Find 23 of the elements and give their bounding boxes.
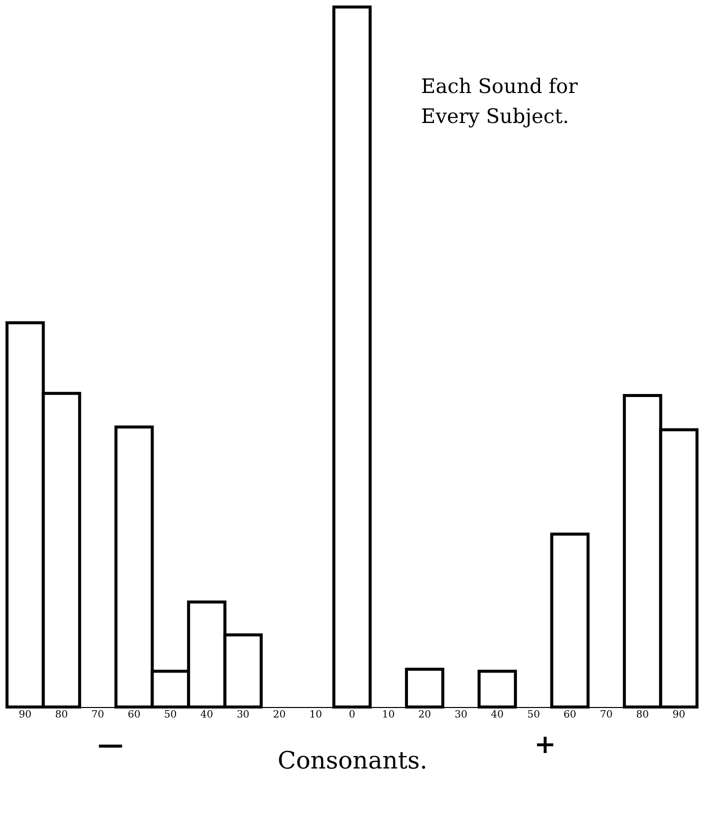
x-tick-label: 30 — [454, 710, 468, 720]
text: Each Sound for Every Subject. — [421, 74, 578, 128]
x-tick-label: 50 — [527, 710, 540, 720]
x-tick-label: 50 — [164, 710, 177, 720]
x-tick-label: 10 — [309, 710, 322, 720]
x-tick-label: 10 — [382, 710, 395, 720]
x-tick-label: 70 — [600, 710, 613, 720]
x-tick-label: 90 — [672, 710, 686, 720]
x-tick-label: 0 — [348, 710, 356, 720]
x-tick-label: 80 — [636, 710, 649, 720]
x-tick-label: 80 — [55, 710, 68, 720]
text: — — [98, 730, 124, 760]
x-tick-label: 60 — [128, 710, 140, 720]
x-tick-label: 70 — [91, 710, 104, 720]
text: + — [534, 730, 556, 760]
x-tick-label: 60 — [564, 710, 576, 720]
x-tick-label: 20 — [418, 710, 431, 720]
x-tick-label: 90 — [18, 710, 32, 720]
x-tick-label: 40 — [490, 710, 504, 720]
x-tick-label: 30 — [236, 710, 250, 720]
x-tick-label: 40 — [200, 710, 214, 720]
x-tick-label: 20 — [273, 710, 286, 720]
x-axis-title: Consonants. — [278, 746, 428, 774]
